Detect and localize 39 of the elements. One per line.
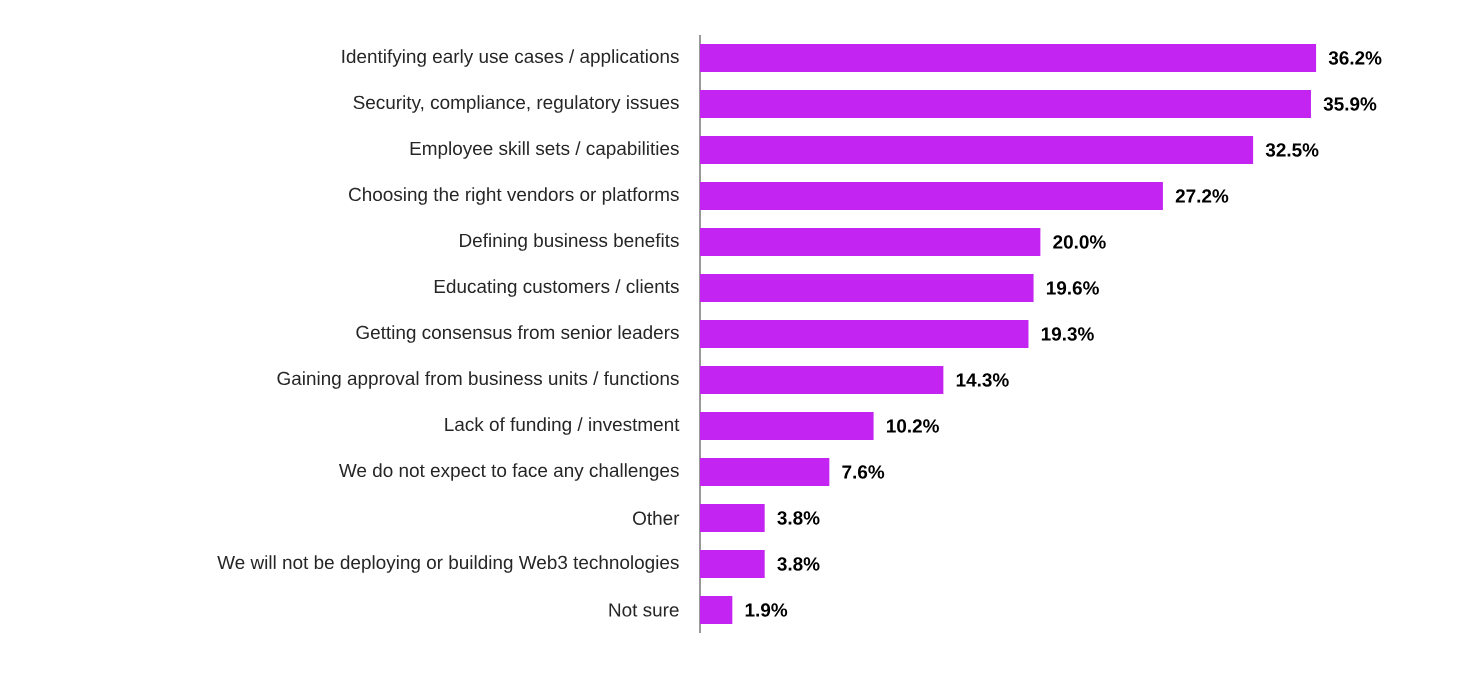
y-tick-label: Identifying early use cases / applications	[342, 49, 679, 67]
bar	[700, 412, 874, 440]
data-label: 1.9%	[745, 603, 788, 617]
y-tick-label: Educating customers / clients	[434, 279, 679, 297]
data-label: 3.8%	[777, 557, 820, 571]
data-label: 36.2%	[1328, 51, 1382, 65]
bar	[700, 228, 1041, 256]
bar	[700, 320, 1029, 348]
y-tick-label: We will not be deploying or building Web3 technologies	[217, 555, 679, 573]
y-tick-label: Lack of funding / investment	[445, 417, 680, 435]
data-label: 35.9%	[1323, 97, 1377, 111]
data-label: 27.2%	[1175, 189, 1229, 203]
y-tick-label: Other	[633, 511, 680, 525]
data-label: 32.5%	[1265, 143, 1319, 157]
y-tick-label: Not sure	[609, 603, 679, 617]
bar	[700, 596, 733, 625]
data-label: 10.2%	[886, 419, 939, 433]
bar	[700, 366, 944, 394]
bar	[700, 136, 1254, 164]
bar	[700, 182, 1163, 210]
bar	[700, 504, 765, 533]
y-tick-label: Employee skill sets / capabilities	[410, 141, 679, 159]
y-tick-label: Gaining approval from business units / functions	[277, 371, 679, 389]
bar	[700, 274, 1034, 302]
y-tick-label: Defining business benefits	[460, 233, 679, 251]
bar	[700, 458, 830, 486]
data-label: 3.8%	[777, 511, 820, 525]
bar	[700, 90, 1311, 118]
bar	[700, 550, 765, 579]
bar	[700, 44, 1317, 72]
y-tick-label: Getting consensus from senior leaders	[356, 325, 679, 343]
data-label: 14.3%	[956, 373, 1009, 387]
y-tick-label: Choosing the right vendors or platforms	[349, 187, 679, 205]
y-tick-label: We do not expect to face any challenges	[338, 463, 679, 481]
data-label: 7.6%	[842, 465, 885, 479]
data-label: 20.0%	[1053, 235, 1106, 249]
data-label: 19.6%	[1046, 281, 1099, 295]
data-label: 19.3%	[1041, 327, 1094, 341]
y-tick-label: Security, compliance, regulatory issues	[353, 95, 679, 113]
